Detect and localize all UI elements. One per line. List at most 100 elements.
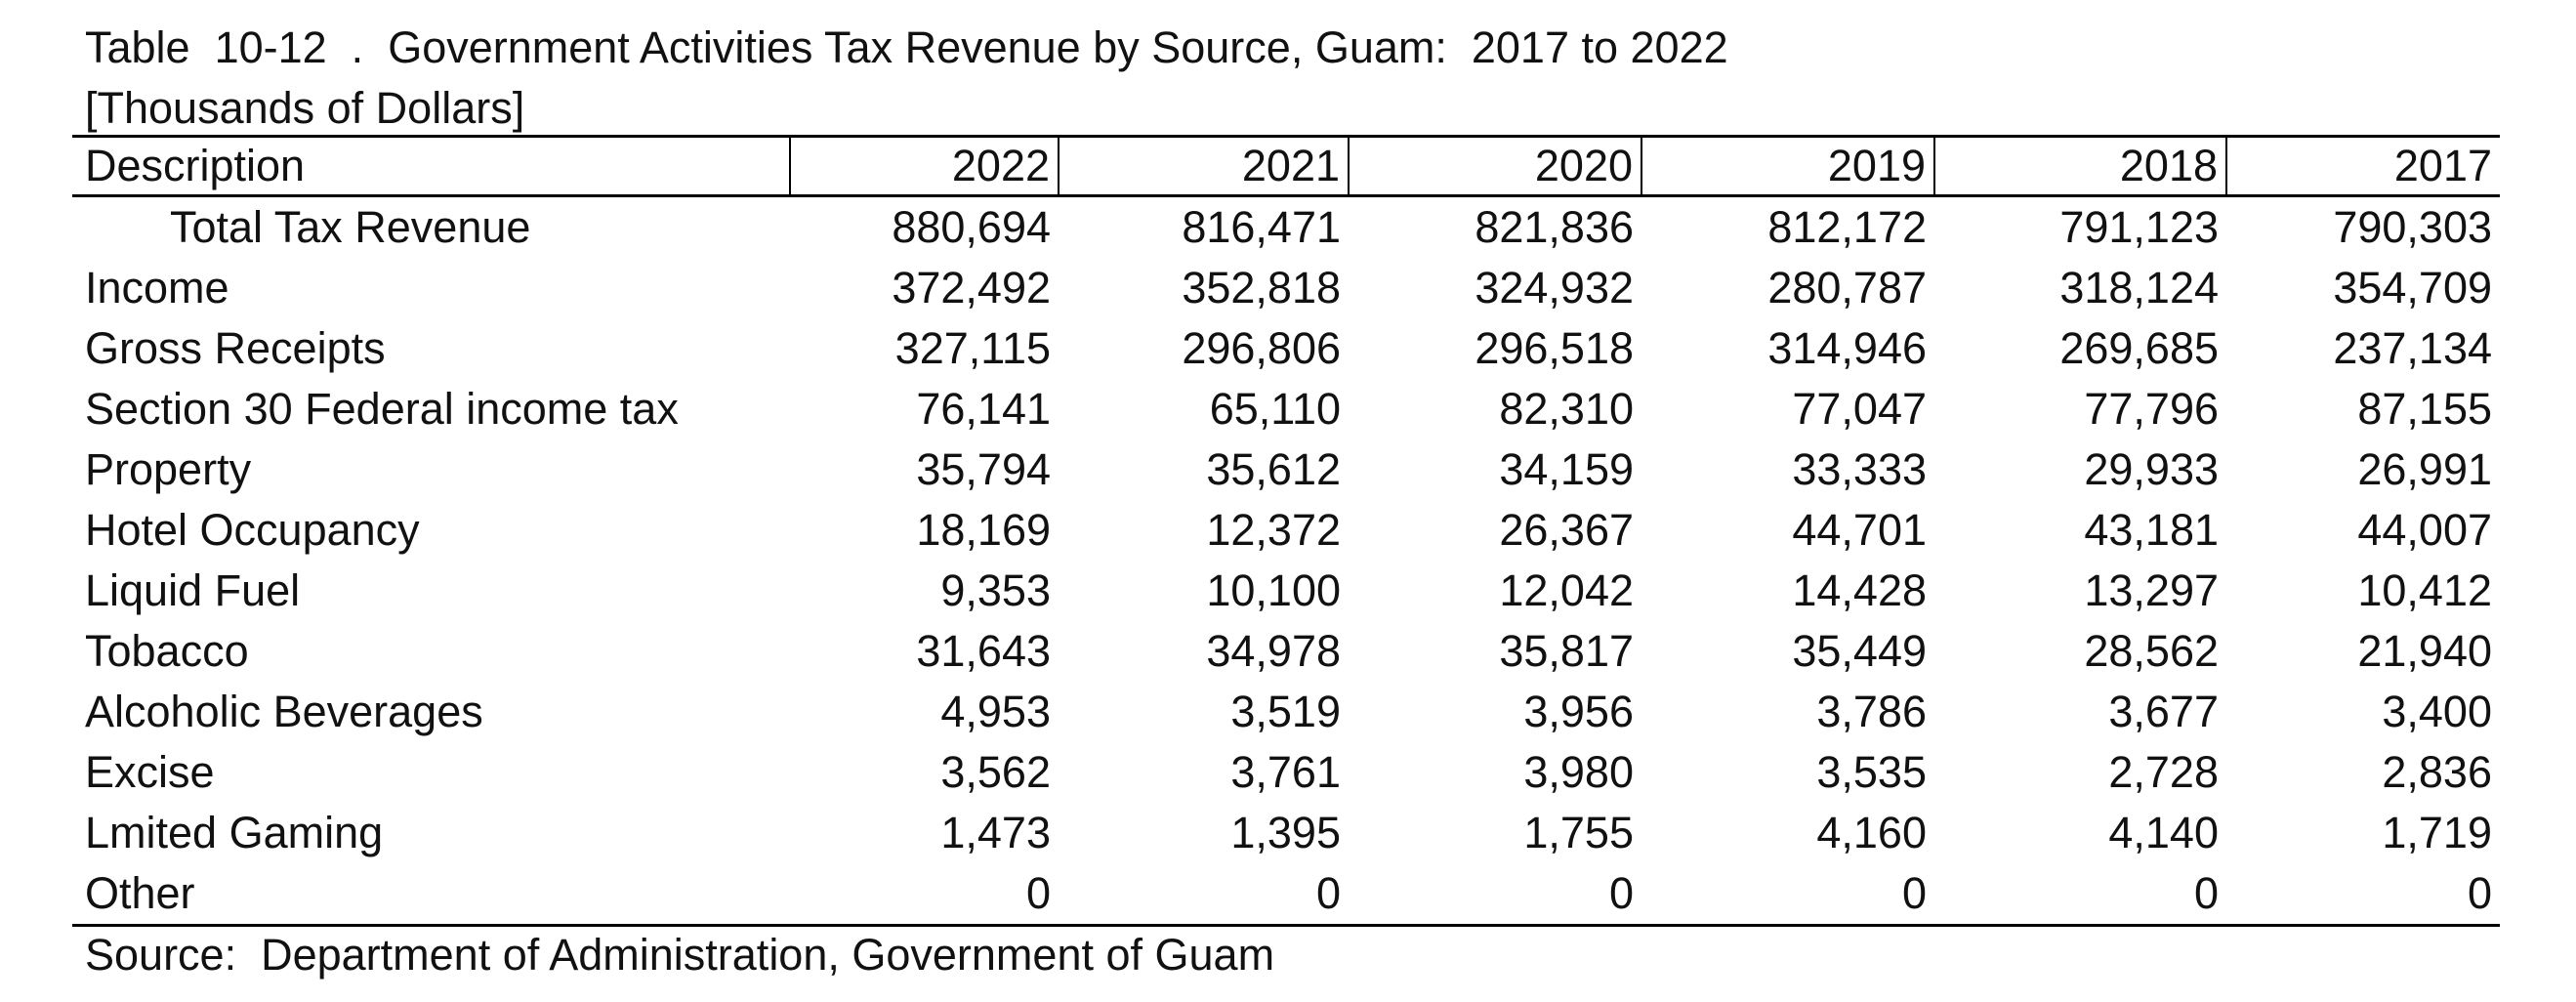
- row-label: Property: [85, 444, 252, 494]
- table-row: Property 35,794 35,612 34,159 33,333 29,933 26…: [72, 439, 2500, 500]
- cell-value: 2,728: [2108, 747, 2219, 797]
- cell-value: 28,562: [2084, 626, 2219, 676]
- cell-value: 354,709: [2333, 263, 2492, 313]
- cell-value: 35,612: [1206, 444, 1341, 494]
- table-row: Excise 3,562 3,761 3,980 3,535 2,728 2,836: [72, 742, 2500, 803]
- cell-value: 3,535: [1816, 747, 1927, 797]
- cell-value: 0: [790, 863, 1059, 927]
- column-header-2017: 2017: [2225, 135, 2500, 197]
- column-header-2021: 2021: [1058, 135, 1349, 197]
- cell-value: 21,940: [2357, 626, 2492, 676]
- cell-value: 10,100: [1206, 565, 1341, 615]
- table-row: Alcoholic Beverages 4,953 3,519 3,956 3,786 3…: [72, 682, 2500, 742]
- cell-value: 1,719: [2382, 808, 2492, 857]
- cell-value: 3,980: [1523, 747, 1634, 797]
- cell-value: 1,395: [1230, 808, 1341, 857]
- cell-value: 314,946: [1767, 323, 1927, 373]
- cell-value: 280,787: [1767, 263, 1927, 313]
- cell-value: 9,353: [940, 565, 1051, 615]
- cell-value: 18,169: [916, 505, 1051, 555]
- table-row: Lmited Gaming 1,473 1,395 1,755 4,160 4,140 1,…: [72, 803, 2500, 863]
- cell-value: 269,685: [2059, 323, 2219, 373]
- cell-value: 318,124: [2059, 263, 2219, 313]
- table-row: Income 372,492 352,818 324,932 280,787 318,12…: [72, 258, 2500, 318]
- cell-value: 4,953: [940, 687, 1051, 736]
- cell-value: 44,007: [2357, 505, 2492, 555]
- row-label: Income: [85, 263, 229, 313]
- cell-value: 816,471: [1182, 202, 1341, 252]
- cell-value: 82,310: [1499, 384, 1634, 434]
- cell-value: 1,473: [940, 808, 1051, 857]
- cell-value: 76,141: [916, 384, 1051, 434]
- row-label: Other: [72, 863, 790, 927]
- cell-value: 3,761: [1230, 747, 1341, 797]
- cell-value: 2,836: [2382, 747, 2492, 797]
- source-note: Source: Department of Administration, Go…: [85, 930, 1275, 980]
- table-row: Hotel Occupancy 18,169 12,372 26,367 44,701 4…: [72, 500, 2500, 561]
- cell-value: 812,172: [1767, 202, 1927, 252]
- cell-value: 237,134: [2333, 323, 2492, 373]
- cell-value: 35,449: [1792, 626, 1927, 676]
- cell-value: 327,115: [894, 323, 1051, 373]
- row-label: Alcoholic Beverages: [85, 687, 483, 736]
- cell-value: 880,694: [892, 202, 1051, 252]
- cell-value: 77,047: [1792, 384, 1927, 434]
- tax-revenue-table: Description 2022 2021 2020 2019 2018 201…: [72, 135, 2500, 927]
- table-units-note: [Thousands of Dollars]: [85, 83, 525, 133]
- cell-value: 372,492: [892, 263, 1051, 313]
- cell-value: 26,991: [2357, 444, 2492, 494]
- row-label: Lmited Gaming: [85, 808, 384, 857]
- cell-value: 87,155: [2357, 384, 2492, 434]
- cell-value: 352,818: [1182, 263, 1341, 313]
- row-label: Total Tax Revenue: [170, 202, 531, 252]
- cell-value: 13,297: [2084, 565, 2219, 615]
- row-label: Hotel Occupancy: [85, 505, 420, 555]
- row-label: Liquid Fuel: [85, 565, 301, 615]
- cell-value: 35,794: [916, 444, 1051, 494]
- cell-value: 3,519: [1230, 687, 1341, 736]
- cell-value: 65,110: [1209, 384, 1341, 434]
- cell-value: 324,932: [1475, 263, 1634, 313]
- cell-value: 3,956: [1523, 687, 1634, 736]
- table-title: Table 10-12 . Government Activities Tax …: [85, 22, 1728, 72]
- cell-value: 4,160: [1816, 808, 1927, 857]
- cell-value: 3,786: [1816, 687, 1927, 736]
- table-row: Liquid Fuel 9,353 10,100 12,042 14,428 13,297…: [72, 561, 2500, 621]
- cell-value: 29,933: [2084, 444, 2219, 494]
- cell-value: 3,677: [2108, 687, 2219, 736]
- column-header-2022: 2022: [789, 135, 1059, 197]
- cell-value: 33,333: [1792, 444, 1927, 494]
- table-row: Other 0 0 0 0 0 0: [72, 863, 2500, 927]
- table-row: Tobacco 31,643 34,978 35,817 35,449 28,562 21,…: [72, 621, 2500, 682]
- table-body: Total Tax Revenue 880,694 816,471 821,836 81…: [72, 196, 2500, 927]
- cell-value: 3,562: [940, 747, 1051, 797]
- cell-value: 1,755: [1523, 808, 1634, 857]
- cell-value: 34,978: [1206, 626, 1341, 676]
- cell-value: 296,806: [1182, 323, 1341, 373]
- table-row: Gross Receipts 327,115 296,806 296,518 314,9…: [72, 318, 2500, 379]
- table-row: Total Tax Revenue 880,694 816,471 821,836 81…: [72, 196, 2500, 259]
- cell-value: 10,412: [2357, 565, 2492, 615]
- cell-value: 14,428: [1792, 565, 1927, 615]
- cell-value: 4,140: [2108, 808, 2219, 857]
- cell-value: 35,817: [1499, 626, 1634, 676]
- cell-value: 0: [1059, 863, 1349, 927]
- cell-value: 3,400: [2382, 687, 2492, 736]
- row-label: Gross Receipts: [85, 323, 386, 373]
- column-header-2018: 2018: [1933, 135, 2226, 197]
- cell-value: 0: [1934, 863, 2226, 927]
- cell-value: 0: [2226, 863, 2500, 927]
- cell-value: 34,159: [1499, 444, 1634, 494]
- cell-value: 791,123: [2059, 202, 2219, 252]
- row-label: Tobacco: [85, 626, 249, 676]
- row-label: Section 30 Federal income tax: [85, 384, 679, 434]
- cell-value: 26,367: [1499, 505, 1634, 555]
- cell-value: 0: [1349, 863, 1641, 927]
- cell-value: 31,643: [916, 626, 1051, 676]
- cell-value: 821,836: [1475, 202, 1634, 252]
- cell-value: 296,518: [1475, 323, 1634, 373]
- column-header-2019: 2019: [1641, 135, 1934, 197]
- cell-value: 44,701: [1792, 505, 1927, 555]
- table-row: Section 30 Federal income tax 76,141 65,11…: [72, 379, 2500, 439]
